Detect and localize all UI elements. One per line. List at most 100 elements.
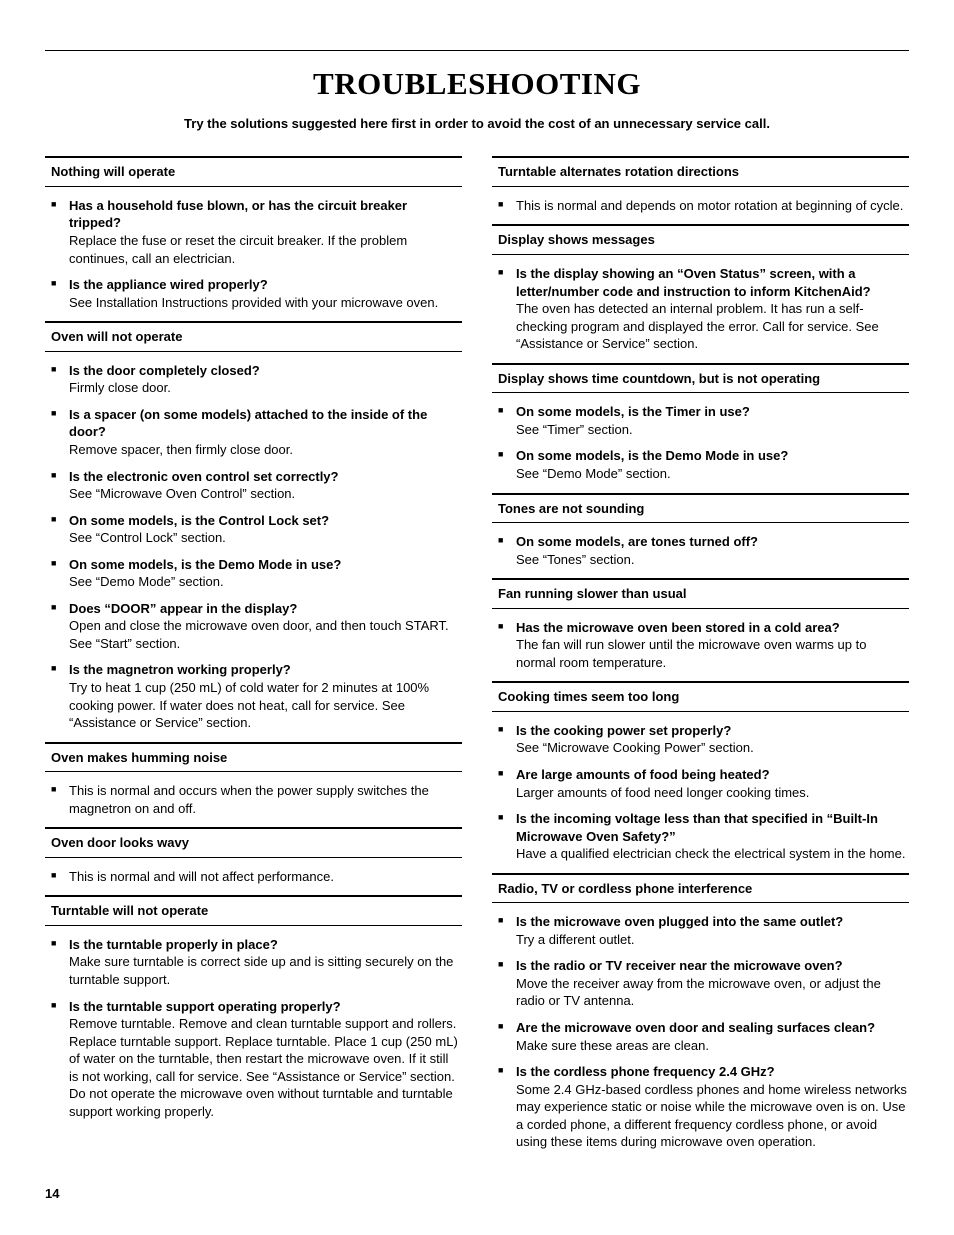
item-question: Is the turntable properly in place? [69, 937, 278, 952]
list-item: Is the electronic oven control set corre… [51, 468, 460, 503]
item-answer: Open and close the microwave oven door, … [69, 617, 460, 652]
item-answer: Larger amounts of food need longer cooki… [516, 784, 907, 802]
item-question: Is the cordless phone frequency 2.4 GHz? [516, 1064, 775, 1079]
list-item: Does “DOOR” appear in the display?Open a… [51, 600, 460, 653]
item-answer: This is normal and will not affect perfo… [69, 868, 460, 886]
list-item: Is the appliance wired properly? See Inst… [51, 276, 460, 311]
troubleshoot-section: Oven makes humming noise This is normal a… [45, 742, 462, 818]
item-list: Has a household fuse blown, or has the c… [45, 197, 462, 311]
page-number: 14 [45, 1185, 909, 1203]
troubleshoot-section: Turntable will not operateIs the turntab… [45, 895, 462, 1120]
list-item: Is the magnetron working properly? Try to… [51, 661, 460, 731]
item-question: Is the turntable support operating prope… [69, 999, 341, 1014]
item-answer: Move the receiver away from the microwav… [516, 975, 907, 1010]
item-answer: See “Microwave Cooking Power” section. [516, 739, 907, 757]
item-question: Is the appliance wired properly? [69, 277, 268, 292]
item-answer: See “Tones” section. [516, 551, 907, 569]
item-answer: See “Demo Mode” section. [69, 573, 460, 591]
item-question: On some models, is the Timer in use? [516, 404, 750, 419]
troubleshoot-section: Turntable alternates rotation directions… [492, 156, 909, 214]
item-list: Is the cooking power set properly?See “M… [492, 722, 909, 863]
section-heading: Display shows time countdown, but is not… [492, 363, 909, 394]
list-item: Is the cordless phone frequency 2.4 GHz?… [498, 1063, 907, 1151]
section-heading: Turntable alternates rotation directions [492, 156, 909, 187]
item-answer: Replace the fuse or reset the circuit br… [69, 232, 460, 267]
list-item: Is the turntable support operating prope… [51, 998, 460, 1121]
list-item: Is the display showing an “Oven Status” … [498, 265, 907, 353]
right-column: Turntable alternates rotation directions… [492, 156, 909, 1160]
list-item: Is the radio or TV receiver near the mic… [498, 957, 907, 1010]
content-columns: Nothing will operate Has a household fuse… [45, 156, 909, 1160]
list-item: Is the incoming voltage less than that s… [498, 810, 907, 863]
list-item: Is the microwave oven plugged into the s… [498, 913, 907, 948]
item-question: Are the microwave oven door and sealing … [516, 1020, 875, 1035]
section-heading: Cooking times seem too long [492, 681, 909, 712]
item-list: On some models, is the Timer in use? See … [492, 403, 909, 482]
troubleshoot-section: Radio, TV or cordless phone interference… [492, 873, 909, 1151]
section-heading: Display shows messages [492, 224, 909, 255]
item-list: Is the display showing an “Oven Status” … [492, 265, 909, 353]
troubleshoot-section: Oven door looks wavyThis is normal and w… [45, 827, 462, 885]
item-answer: Remove turntable. Remove and clean turnt… [69, 1015, 460, 1120]
item-list: Is the microwave oven plugged into the s… [492, 913, 909, 1151]
item-answer: This is normal and occurs when the power… [69, 782, 460, 817]
intro-text: Try the solutions suggested here first i… [45, 115, 909, 133]
item-answer: Try to heat 1 cup (250 mL) of cold water… [69, 679, 460, 732]
item-answer: See Installation Instructions provided w… [69, 294, 460, 312]
list-item: On some models, are tones turned off?See… [498, 533, 907, 568]
item-question: Are large amounts of food being heated? [516, 767, 770, 782]
section-heading: Radio, TV or cordless phone interference [492, 873, 909, 904]
item-list: On some models, are tones turned off?See… [492, 533, 909, 568]
item-list: Is the door completely closed?Firmly clo… [45, 362, 462, 732]
list-item: This is normal and will not affect perfo… [51, 868, 460, 886]
item-question: Is the microwave oven plugged into the s… [516, 914, 843, 929]
item-answer: See “Microwave Oven Control” section. [69, 485, 460, 503]
page-title: TROUBLESHOOTING [45, 63, 909, 105]
item-question: On some models, is the Control Lock set? [69, 513, 329, 528]
item-question: On some models, is the Demo Mode in use? [69, 557, 341, 572]
item-answer: Make sure these areas are clean. [516, 1037, 907, 1055]
item-question: On some models, is the Demo Mode in use? [516, 448, 788, 463]
item-answer: Make sure turntable is correct side up a… [69, 953, 460, 988]
left-column: Nothing will operate Has a household fuse… [45, 156, 462, 1160]
item-list: Has the microwave oven been stored in a … [492, 619, 909, 672]
list-item: This is normal and occurs when the power… [51, 782, 460, 817]
section-heading: Oven makes humming noise [45, 742, 462, 773]
troubleshoot-section: Display shows messages Is the display sho… [492, 224, 909, 352]
item-answer: See “Control Lock” section. [69, 529, 460, 547]
item-question: Is the magnetron working properly? [69, 662, 291, 677]
list-item: On some models, is the Demo Mode in use?… [498, 447, 907, 482]
item-answer: This is normal and depends on motor rota… [516, 197, 907, 215]
section-heading: Oven will not operate [45, 321, 462, 352]
list-item: Is the cooking power set properly?See “M… [498, 722, 907, 757]
troubleshoot-section: Oven will not operate Is the door complet… [45, 321, 462, 731]
item-list: This is normal and occurs when the power… [45, 782, 462, 817]
list-item: On some models, is the Timer in use? See … [498, 403, 907, 438]
item-answer: The fan will run slower until the microw… [516, 636, 907, 671]
item-answer: Try a different outlet. [516, 931, 907, 949]
list-item: Has a household fuse blown, or has the c… [51, 197, 460, 267]
item-answer: Have a qualified electrician check the e… [516, 845, 907, 863]
item-question: Has a household fuse blown, or has the c… [69, 198, 407, 231]
list-item: On some models, is the Demo Mode in use?… [51, 556, 460, 591]
item-list: Is the turntable properly in place?Make … [45, 936, 462, 1120]
item-answer: The oven has detected an internal proble… [516, 300, 907, 353]
item-question: Is the door completely closed? [69, 363, 260, 378]
troubleshoot-section: Fan running slower than usual Has the mic… [492, 578, 909, 671]
list-item: Is a spacer (on some models) attached to… [51, 406, 460, 459]
section-heading: Fan running slower than usual [492, 578, 909, 609]
list-item: Is the turntable properly in place?Make … [51, 936, 460, 989]
item-list: This is normal and will not affect perfo… [45, 868, 462, 886]
item-question: Is the incoming voltage less than that s… [516, 811, 878, 844]
item-question: Is the electronic oven control set corre… [69, 469, 338, 484]
item-question: Does “DOOR” appear in the display? [69, 601, 297, 616]
troubleshoot-section: Display shows time countdown, but is not… [492, 363, 909, 483]
item-question: Is a spacer (on some models) attached to… [69, 407, 427, 440]
section-heading: Tones are not sounding [492, 493, 909, 524]
item-answer: See “Timer” section. [516, 421, 907, 439]
item-answer: Some 2.4 GHz-based cordless phones and h… [516, 1081, 907, 1151]
list-item: Are the microwave oven door and sealing … [498, 1019, 907, 1054]
section-heading: Nothing will operate [45, 156, 462, 187]
troubleshoot-section: Tones are not sounding On some models, ar… [492, 493, 909, 569]
troubleshoot-section: Cooking times seem too long Is the cookin… [492, 681, 909, 862]
